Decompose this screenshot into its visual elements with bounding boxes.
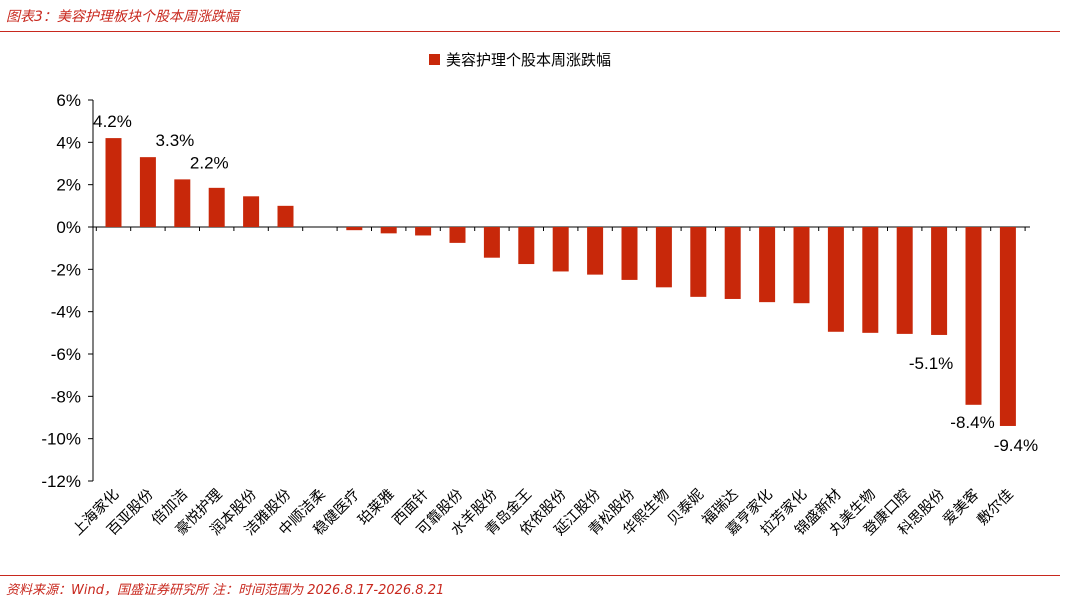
x-category-label: 贝泰妮 — [664, 486, 707, 529]
bar — [243, 196, 260, 227]
y-tick-label: -4% — [51, 303, 81, 322]
y-tick-label: 4% — [56, 133, 81, 152]
data-label: -9.4% — [994, 436, 1038, 455]
data-label: 2.2% — [190, 153, 229, 172]
y-tick-label: -2% — [51, 260, 81, 279]
bar — [690, 227, 707, 297]
x-category-label: 敷尔佳 — [974, 486, 1017, 529]
top-divider — [0, 31, 1060, 32]
bar-chart: 美容护理个股本周涨跌幅6%4%2%0%-2%-4%-6%-8%-10%-12%上… — [41, 51, 1038, 539]
x-category-label: 爱美客 — [940, 486, 983, 529]
bar — [483, 227, 500, 258]
bottom-divider — [0, 575, 1060, 576]
bar — [380, 227, 397, 234]
data-label: 4.2% — [93, 112, 132, 131]
y-tick-label: 6% — [56, 91, 81, 110]
bar — [415, 227, 432, 236]
bar — [793, 227, 810, 304]
data-label: 3.3% — [156, 131, 195, 150]
y-tick-label: 0% — [56, 218, 81, 237]
bar — [139, 157, 156, 227]
bar — [518, 227, 535, 265]
bar — [174, 179, 191, 227]
bar — [931, 227, 948, 335]
legend-swatch — [429, 54, 440, 65]
bar — [896, 227, 913, 334]
bar — [277, 205, 294, 227]
y-tick-label: -6% — [51, 345, 81, 364]
legend-label: 美容护理个股本周涨跌幅 — [446, 51, 611, 69]
bar — [621, 227, 638, 280]
y-tick-label: -12% — [41, 472, 81, 491]
figure-title: 图表3：美容护理板块个股本周涨跌幅 — [6, 9, 239, 25]
bar — [208, 187, 225, 227]
bar — [827, 227, 844, 332]
bar — [587, 227, 604, 275]
source-note: 资料来源：Wind，国盛证券研究所 注：时间范围为 2026.8.17-2026… — [6, 583, 445, 598]
data-label: -8.4% — [950, 413, 994, 432]
bar — [552, 227, 569, 272]
bar — [724, 227, 741, 299]
bar — [346, 227, 363, 231]
y-tick-label: 2% — [56, 176, 81, 195]
data-label: -5.1% — [909, 354, 953, 373]
bar — [105, 138, 122, 227]
bar — [449, 227, 466, 243]
bar — [999, 227, 1016, 426]
y-tick-label: -10% — [41, 430, 81, 449]
bar — [965, 227, 982, 405]
bar — [759, 227, 776, 303]
x-category-label: 珀莱雅 — [355, 486, 398, 529]
bar — [655, 227, 672, 288]
y-tick-label: -8% — [51, 387, 81, 406]
bar — [862, 227, 879, 333]
